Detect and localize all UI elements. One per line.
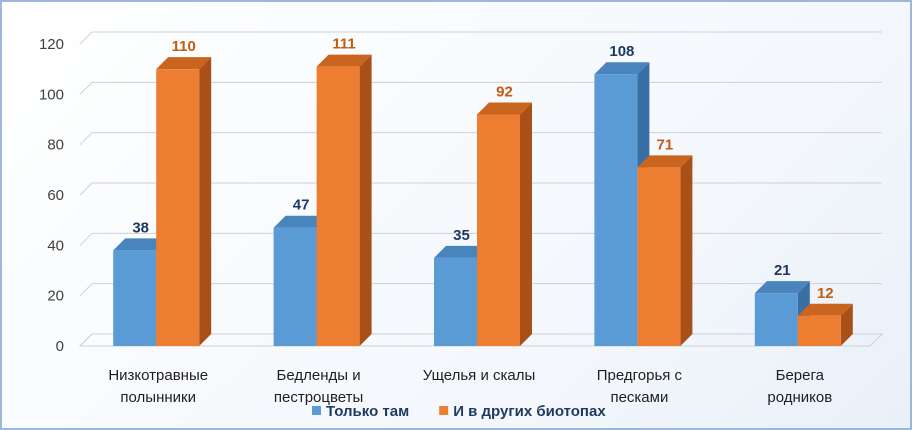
bar-front	[113, 250, 157, 346]
gridline-depth	[79, 132, 93, 146]
bar-other-biotopes	[316, 54, 372, 347]
data-label: 110	[172, 38, 196, 55]
gridline-depth	[79, 182, 93, 196]
x-category-label: Берега родников	[767, 367, 832, 406]
bar-other-biotopes	[797, 303, 853, 346]
bar-side	[840, 303, 853, 346]
bar-side	[520, 102, 532, 346]
bar-other-biotopes	[637, 155, 693, 346]
bar-side	[359, 54, 372, 347]
bar-front	[156, 69, 200, 347]
bar-other-biotopes	[156, 57, 212, 347]
bar-top	[316, 54, 372, 67]
bar-front	[273, 227, 317, 346]
bar-top	[113, 238, 169, 251]
legend-label: Только там	[326, 403, 409, 420]
bar-front	[754, 293, 798, 346]
y-tick-label: 60	[47, 187, 64, 204]
data-label: 21	[774, 262, 791, 279]
data-label: 92	[496, 83, 513, 100]
bar-top	[434, 245, 489, 258]
bar-top	[156, 57, 212, 70]
bar-side	[199, 57, 212, 347]
bar-front	[594, 74, 638, 346]
x-category-label: Бедленды и пестроцветы	[274, 367, 363, 406]
data-label: 12	[817, 285, 834, 302]
bar-top	[797, 303, 853, 316]
gridline-depth	[79, 283, 93, 297]
data-label: 35	[453, 227, 470, 244]
gridline-depth	[79, 232, 93, 246]
data-label: 108	[609, 43, 634, 60]
bar-front	[797, 315, 841, 346]
data-label: 38	[132, 219, 149, 236]
legend: Только там И в других биотопах	[312, 403, 606, 420]
bar-front	[637, 167, 681, 346]
data-label: 71	[657, 136, 674, 153]
y-tick-label: 80	[47, 137, 64, 154]
bar-front	[477, 114, 520, 346]
y-tick-label: 0	[56, 338, 64, 355]
x-category-label: Ущелья и скалы	[423, 367, 536, 384]
y-tick-label: 120	[39, 36, 64, 53]
bar-other-biotopes	[477, 102, 532, 346]
x-category-label: Предгорья с песками	[597, 367, 683, 406]
gridline-depth	[79, 81, 93, 95]
legend-swatch	[439, 406, 449, 415]
gridline-depth	[79, 31, 93, 45]
data-label: 47	[293, 197, 310, 214]
legend-label: И в других биотопах	[453, 403, 606, 420]
y-tick-label: 20	[47, 288, 64, 305]
bar-top	[477, 102, 532, 115]
legend-swatch	[312, 406, 321, 415]
bar-side	[680, 155, 693, 346]
bar-top	[594, 62, 650, 75]
bar-front	[434, 257, 477, 346]
bar-front	[316, 66, 360, 347]
data-label: 111	[332, 36, 355, 53]
x-category-label: Низкотравные полынники	[108, 367, 208, 406]
y-tick-label: 100	[39, 86, 64, 103]
y-tick-label: 40	[47, 237, 64, 254]
bar-top	[754, 281, 810, 294]
bar-top	[637, 155, 693, 168]
bar-top	[273, 215, 329, 228]
